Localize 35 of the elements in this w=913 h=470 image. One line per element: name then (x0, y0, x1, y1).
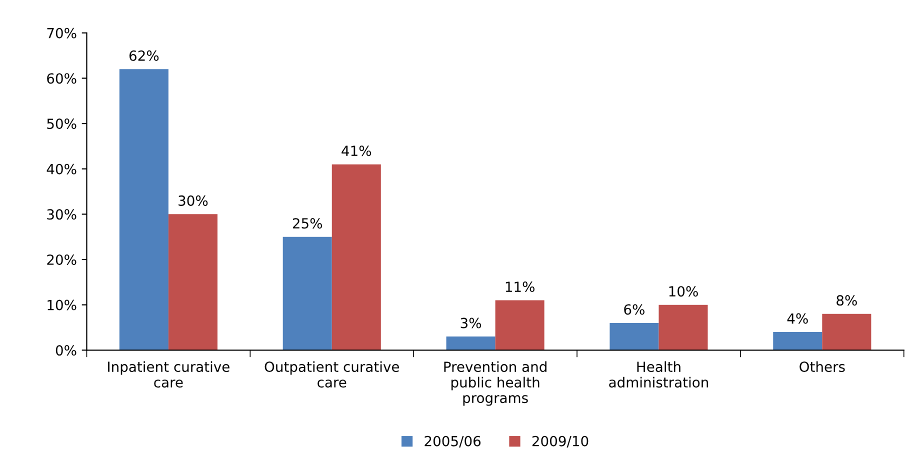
y-tick-label: 50% (47, 118, 76, 130)
x-tick-label: Inpatient curative care (108, 361, 230, 388)
data-label: 25% (292, 218, 322, 229)
x-tick-label: Health administration (609, 361, 708, 388)
bar (495, 300, 544, 350)
data-label: 8% (836, 295, 857, 306)
bar (282, 236, 332, 350)
data-label: 4% (787, 313, 808, 324)
legend-label: 2005/06 (424, 436, 481, 448)
bar (446, 336, 496, 350)
bar (332, 164, 381, 350)
y-tick-label: 10% (48, 300, 76, 310)
y-tick-label: 70% (47, 28, 76, 38)
bar (610, 322, 659, 350)
data-label: 41% (342, 146, 372, 156)
bar (822, 314, 872, 350)
data-label: 6% (624, 304, 644, 315)
data-label: 62% (129, 50, 159, 61)
y-tick-label: 60% (47, 73, 76, 84)
data-label: 30% (178, 195, 208, 206)
x-tick-label: Others (800, 361, 845, 372)
y-tick-label: 40% (46, 164, 76, 174)
y-tick-label: 30% (47, 209, 76, 220)
data-label: 11% (506, 282, 534, 292)
x-tick-label: Outpatient curative care (264, 361, 400, 388)
bar (658, 304, 708, 350)
data-label: 10% (669, 286, 698, 297)
legend-label: 2009/10 (532, 436, 588, 448)
x-tick-label: Prevention and public health programs (444, 361, 546, 406)
bar (119, 69, 168, 350)
data-label: 3% (460, 318, 482, 328)
bar (168, 214, 218, 350)
y-tick-label: 20% (47, 254, 76, 265)
bar (773, 332, 822, 350)
y-tick-label: 0% (56, 345, 76, 356)
